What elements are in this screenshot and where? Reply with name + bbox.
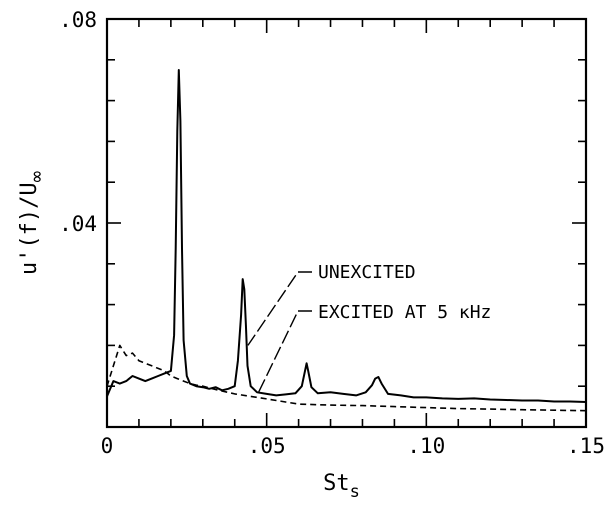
annotation-unexcited: UNEXCITED [318,262,416,283]
annotation-leaders [247,271,312,396]
leader-unexcited [247,271,312,346]
x-tick-label: 0 [101,434,114,458]
leader-excited [256,310,312,396]
series-excited-line [106,344,587,412]
y-tick-label: .08 [59,8,97,32]
y-axis-label: u'(f)/U∞ [17,171,48,275]
series-unexcited-line [106,69,587,403]
x-tick-label: .05 [248,434,286,458]
y-tick-labels: .04 .08 [59,8,97,236]
x-axis-label-main: St [323,471,350,496]
x-tick-label: .10 [407,434,445,458]
y-axis-label-main: u'(f)/U [17,182,42,275]
x-axis-label-subscript: s [350,482,360,502]
x-axis-label: Sts [323,471,360,502]
series-layer [106,69,587,412]
x-tick-label: .15 [567,434,605,458]
annotation-excited: EXCITED AT 5 κHz [318,302,491,323]
x-tick-labels: 0 .05 .10 .15 [101,434,605,458]
y-axis-label-subscript: ∞ [26,171,48,182]
major-ticks [107,19,586,427]
y-tick-label: .04 [59,212,97,236]
minor-ticks [107,19,586,427]
